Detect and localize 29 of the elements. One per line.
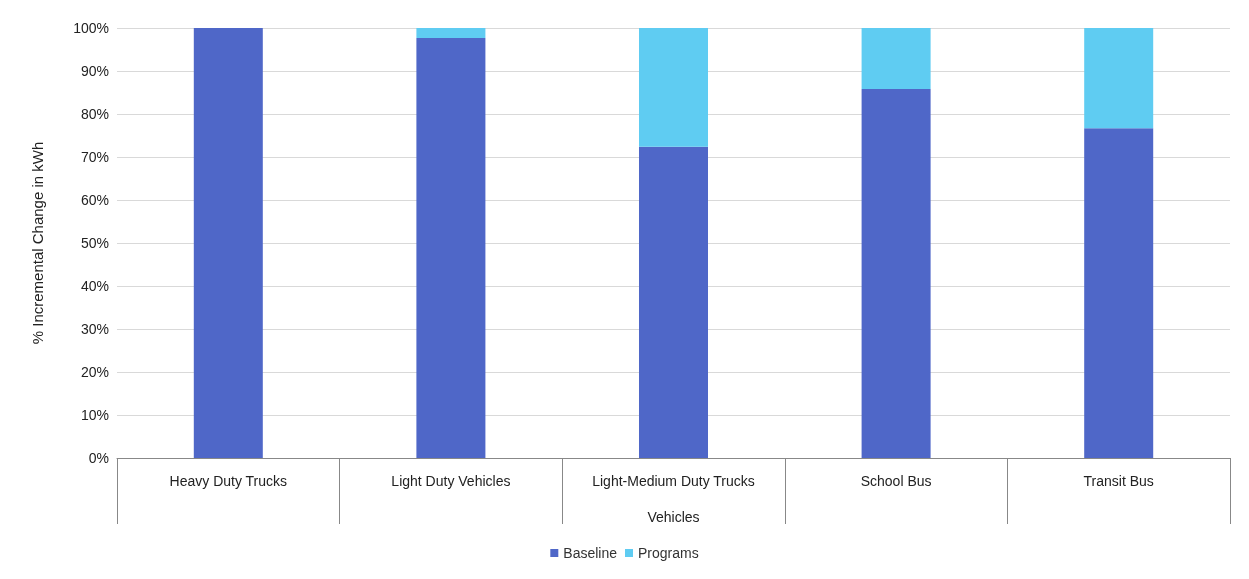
- x-tick-label: School Bus: [860, 473, 932, 489]
- x-axis-title: Vehicles: [647, 509, 700, 525]
- y-tick-label: 0%: [88, 450, 109, 466]
- bar: [861, 89, 931, 458]
- y-tick-label: 90%: [80, 63, 109, 79]
- y-tick-label: 60%: [80, 192, 109, 208]
- legend-label: Baseline: [563, 545, 618, 561]
- bar: [1084, 28, 1154, 129]
- bar: [639, 28, 708, 147]
- y-tick-label: 70%: [80, 149, 109, 165]
- y-tick-label: 40%: [80, 278, 109, 294]
- y-tick-label: 30%: [80, 321, 109, 337]
- bar: [416, 28, 486, 38]
- legend-label: Programs: [638, 545, 699, 561]
- y-tick-label: 20%: [80, 364, 109, 380]
- x-tick-label: Light-Medium Duty Trucks: [592, 473, 755, 489]
- bar: [193, 28, 263, 458]
- y-axis-title: % Incremental Change in kWh: [29, 141, 46, 345]
- x-tick-label: Light Duty Vehicles: [391, 473, 511, 489]
- x-tick-label: Transit Bus: [1083, 473, 1154, 489]
- bar: [861, 28, 931, 90]
- bar: [1084, 128, 1154, 458]
- y-tick-label: 10%: [80, 407, 109, 423]
- y-tick-label: 50%: [80, 235, 109, 251]
- bar: [416, 37, 486, 458]
- y-tick-label: 80%: [80, 106, 109, 122]
- y-tick-label: 100%: [73, 20, 109, 36]
- x-tick-label: Heavy Duty Trucks: [169, 473, 288, 489]
- bar: [639, 146, 708, 458]
